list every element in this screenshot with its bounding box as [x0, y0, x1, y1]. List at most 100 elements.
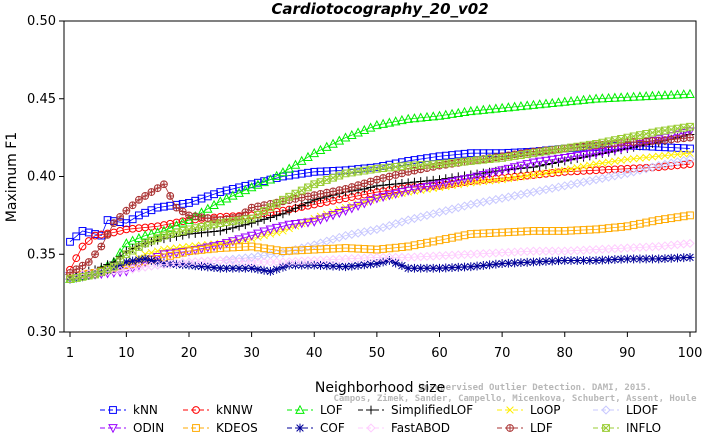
data-point-ldf: [329, 187, 337, 196]
data-point-simplifiedlof: [378, 180, 388, 190]
data-point-kdeos: [491, 228, 500, 237]
data-point-kdeos: [172, 250, 181, 259]
data-point-inflo: [128, 246, 137, 255]
data-point-kdeos: [517, 227, 525, 236]
data-point-lof: [334, 135, 345, 145]
data-point-loop: [573, 164, 582, 172]
legend-marker-knn: [109, 406, 117, 414]
data-point-fastabod: [322, 255, 332, 265]
data-point-kdeos: [673, 213, 682, 222]
data-point-cof: [529, 257, 538, 267]
data-point-lof: [685, 88, 695, 98]
data-point-cof: [422, 263, 432, 273]
x-tick-label: 10: [118, 346, 135, 361]
data-point-loop: [592, 160, 600, 168]
data-point-ldf: [109, 219, 118, 227]
data-point-ldf: [78, 261, 87, 270]
data-point-kdeos: [260, 244, 269, 253]
data-point-kdeos: [166, 251, 175, 260]
data-point-knn: [78, 227, 87, 235]
data-point-fastabod: [484, 248, 495, 258]
data-point-simplifiedlof: [397, 178, 407, 188]
data-point-lof: [453, 107, 464, 117]
data-point-odin: [678, 129, 689, 139]
data-point-lof: [221, 193, 232, 203]
data-point-odin: [566, 153, 576, 163]
data-point-loop: [529, 171, 538, 179]
data-point-loop: [579, 162, 588, 171]
data-point-odin: [591, 149, 601, 159]
data-point-knn: [304, 168, 312, 177]
data-point-cof: [666, 253, 676, 263]
watermark-line-2: Campos, Zimek, Sander, Campello, Micenko…: [333, 393, 697, 404]
data-point-fastabod: [441, 250, 451, 261]
data-point-lof: [390, 116, 401, 126]
data-point-odin: [584, 150, 595, 160]
data-point-fastabod: [340, 254, 351, 264]
data-point-inflo: [454, 158, 463, 167]
data-point-inflo: [109, 262, 118, 271]
data-point-lof: [340, 132, 351, 142]
data-point-lof: [653, 90, 664, 100]
data-point-ldf: [84, 258, 93, 266]
data-point-inflo: [629, 132, 638, 141]
legend-item-knnw: kNNW: [183, 403, 253, 417]
data-point-lof: [641, 90, 651, 101]
data-point-loop: [642, 153, 650, 162]
data-point-kdeos: [391, 243, 400, 252]
data-point-inflo: [266, 203, 275, 212]
data-point-fastabod: [259, 257, 269, 267]
data-point-kdeos: [485, 229, 494, 238]
data-point-loop: [586, 161, 594, 170]
data-point-inflo: [460, 157, 469, 166]
data-point-knn: [185, 199, 193, 207]
legend-marker-inflo: [602, 424, 610, 432]
data-point-inflo: [141, 239, 150, 248]
data-point-loop: [498, 175, 506, 184]
data-point-fastabod: [416, 252, 426, 262]
data-point-inflo: [228, 217, 237, 226]
data-point-lof: [591, 93, 601, 103]
data-point-fastabod: [622, 243, 632, 253]
data-point-lof: [566, 95, 576, 106]
data-point-odin: [315, 215, 326, 225]
data-point-odin: [491, 167, 501, 178]
legend-label: FastABOD: [391, 421, 450, 434]
data-point-simplifiedlof: [297, 201, 307, 210]
legend-item-cof: COF: [287, 421, 345, 434]
data-point-ldf: [178, 207, 187, 216]
data-point-kdeos: [304, 245, 312, 254]
data-point-inflo: [448, 158, 456, 167]
data-point-inflo: [122, 250, 131, 259]
legend-label: INFLO: [626, 421, 661, 434]
data-point-lof: [503, 102, 514, 112]
data-point-inflo: [72, 274, 81, 282]
data-point-inflo: [304, 183, 312, 192]
data-point-odin: [547, 155, 558, 165]
data-point-knnw: [686, 160, 694, 168]
data-point-knn: [66, 237, 74, 246]
data-point-cof: [121, 257, 131, 267]
data-point-cof: [629, 254, 639, 264]
data-point-odin: [196, 244, 207, 254]
series-kdeos: [66, 211, 694, 280]
data-point-simplifiedlof: [428, 175, 438, 185]
data-point-fastabod: [560, 246, 570, 256]
data-point-odin: [246, 231, 257, 241]
data-point-cof: [641, 254, 651, 264]
data-point-kdeos: [385, 244, 394, 253]
data-point-fastabod: [203, 256, 213, 266]
data-point-odin: [428, 181, 439, 191]
data-point-inflo: [498, 153, 507, 162]
data-point-kdeos: [454, 232, 463, 241]
data-point-fastabod: [290, 256, 301, 267]
data-point-odin: [209, 242, 219, 252]
legend-marker-lof: [295, 404, 305, 414]
series-line-knnw: [69, 163, 691, 270]
data-point-fastabod: [247, 257, 257, 267]
x-axis: 1 10 20 30 40 50 60 70 80 90 100: [66, 332, 702, 361]
data-point-cof: [140, 254, 150, 264]
data-point-kdeos: [228, 243, 237, 252]
data-point-fastabod: [553, 246, 564, 256]
data-point-inflo: [116, 256, 125, 265]
